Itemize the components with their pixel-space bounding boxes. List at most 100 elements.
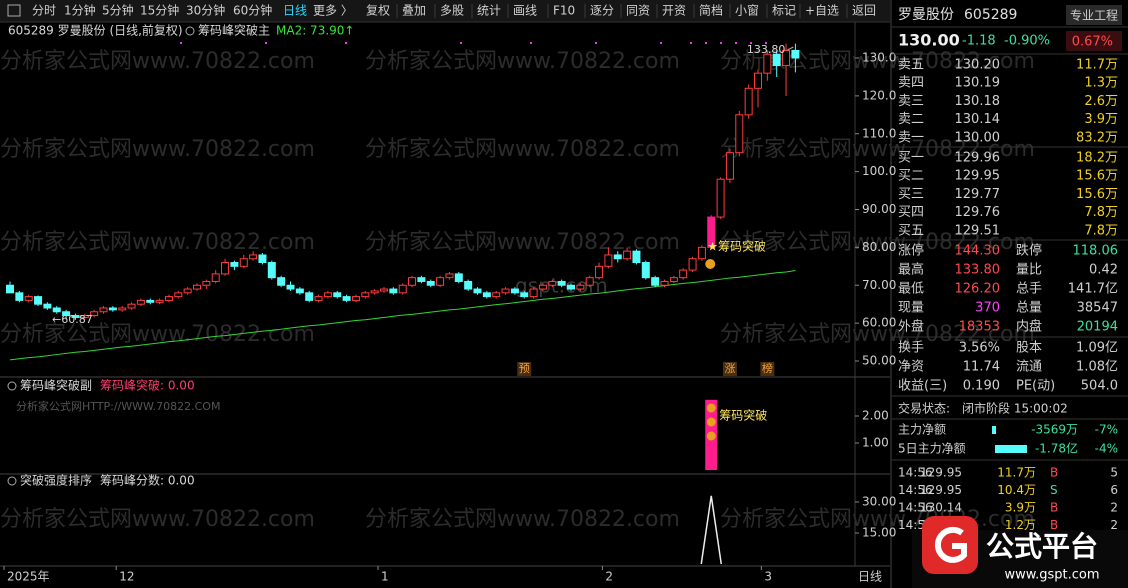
candle-body: [221, 262, 230, 275]
toolbar-button[interactable]: 30分钟: [186, 3, 225, 18]
event-marker: 涨: [724, 362, 735, 375]
candle-body: [557, 280, 566, 286]
stat-label: 换手: [898, 341, 924, 356]
book-label: 买三: [898, 187, 924, 202]
candle-body: [417, 277, 426, 282]
indicator-icon: [185, 26, 195, 36]
signal-icon: [706, 403, 716, 413]
candle-body: [679, 269, 688, 279]
watermark: 分析家公式网www.70822.com: [720, 230, 1035, 255]
candle-body: [286, 284, 295, 290]
toolbar-button[interactable]: 开资: [662, 4, 686, 18]
watermark: 分析家公式网www.70822.com: [0, 137, 315, 162]
toolbar-button[interactable]: 画线: [513, 4, 537, 18]
toolbar-button[interactable]: 统计: [477, 4, 501, 18]
flow-label: 主力净额: [898, 423, 946, 437]
candle-body: [725, 152, 734, 180]
toolbar-button[interactable]: 日线: [283, 4, 307, 18]
y-tick-label: 2.00: [862, 409, 889, 423]
toolbar-button[interactable]: 标记: [772, 4, 796, 18]
watermark-url: 分析家公式网HTTP://WWW.70822.COM: [16, 399, 220, 413]
stat-label: 现量: [898, 301, 924, 316]
toolbar-button[interactable]: +自选: [805, 4, 839, 18]
signal-dot: [530, 42, 532, 44]
y-tick-label: 130.0: [862, 51, 896, 65]
ratio: 0.67%: [1072, 35, 1113, 50]
candle-body: [735, 114, 744, 154]
stat-label: 总手: [1016, 282, 1042, 297]
candle-body: [183, 288, 192, 294]
x-tick-label: 2: [605, 570, 613, 584]
price-change: -1.18: [962, 34, 996, 49]
book-price: 130.00: [955, 130, 1001, 145]
watermark: 分析家公式网www.70822.com: [720, 137, 1035, 162]
toolbar-button[interactable]: 15分钟: [140, 3, 179, 18]
status-value: 闭市阶段 15:00:02: [962, 401, 1068, 416]
book-price: 129.51: [955, 223, 1001, 238]
flow-bar: [995, 445, 1027, 453]
badge[interactable]: 专业工程: [1070, 8, 1118, 23]
toolbar-button[interactable]: 同资: [626, 4, 650, 18]
candle-body: [791, 49, 800, 59]
candle-body: [34, 296, 43, 305]
logo-title: 公式平台: [986, 530, 1098, 563]
indicator-panels: 筹码峰突破副 筹码峰突破: 0.00 分析家公式网HTTP://WWW.70822.…: [3, 378, 896, 584]
ma-label: MA2: 73.90↑: [276, 24, 354, 38]
toolbar-button[interactable]: 更多 〉: [313, 4, 353, 18]
candle-body: [295, 288, 304, 294]
toolbar-button[interactable]: 小窗: [735, 4, 759, 18]
toolbar-icon: [7, 4, 21, 17]
main-chart: 605289 罗曼股份 (日线,前复权) 筹码峰突破主 MA2: 73.90↑ 130…: [6, 23, 896, 376]
stock-name: 罗曼股份: [898, 7, 954, 23]
candle-body: [267, 262, 276, 279]
chart-title: 605289 罗曼股份 (日线,前复权): [8, 23, 183, 38]
stat-value: 133.80: [955, 263, 1001, 278]
event-marker: 榜: [762, 361, 773, 375]
x-tick-label: 2025年: [7, 570, 50, 584]
candle-body: [62, 311, 71, 317]
toolbar-button[interactable]: 1分钟: [64, 3, 96, 18]
event-marker-bg: [760, 362, 775, 376]
indicator-name: 筹码峰突破副: [20, 378, 92, 393]
candle-body: [510, 288, 519, 294]
tick-volume: 3.9万: [1005, 501, 1036, 515]
status-label: 交易状态:: [898, 401, 950, 416]
candle-body: [623, 250, 632, 260]
book-label: 卖三: [898, 94, 924, 109]
watermark: 分析家公式网www.70822.com: [720, 322, 1035, 347]
toolbar-button[interactable]: 5分钟: [102, 3, 134, 18]
toolbar-button[interactable]: 逐分: [590, 4, 614, 18]
candle-body: [202, 280, 211, 286]
tick-side: B: [1050, 466, 1058, 480]
candle-body: [351, 296, 360, 301]
tick-volume: 10.4万: [997, 483, 1036, 497]
toolbar-button[interactable]: 返回: [852, 4, 876, 18]
toolbar-button[interactable]: 复权: [366, 4, 390, 18]
book-label: 卖四: [898, 76, 924, 91]
event-marker-bg: [517, 362, 532, 376]
candle-body: [501, 288, 510, 294]
book-label: 卖二: [898, 112, 924, 127]
toolbar-button[interactable]: F10: [553, 4, 575, 18]
toolbar-button[interactable]: 简档: [699, 4, 723, 18]
candle-body: [193, 284, 201, 290]
toolbar-button[interactable]: 分时: [32, 4, 56, 18]
stat-label: PE(动): [1016, 379, 1055, 394]
toolbar-button[interactable]: 多股: [440, 4, 464, 18]
candle-body: [249, 254, 258, 260]
toolbar-button[interactable]: 叠加: [402, 4, 426, 18]
logo-glyph: [934, 526, 967, 563]
book-volume: 11.7万: [1076, 58, 1118, 73]
x-tick-label: 1: [381, 570, 389, 584]
book-price: 130.20: [955, 58, 1001, 73]
flow-pct: -7%: [1095, 423, 1118, 437]
candle-body: [108, 307, 117, 311]
y-tick-label: 80.00: [862, 240, 896, 254]
tick-side: B: [1050, 501, 1058, 515]
stat-value: 18353: [959, 320, 1000, 335]
toolbar-button[interactable]: 60分钟: [233, 3, 272, 18]
y-tick-label: 30.00: [862, 495, 896, 509]
stat-label: 最高: [898, 262, 924, 278]
y-tick-label: 120.0: [862, 88, 896, 102]
